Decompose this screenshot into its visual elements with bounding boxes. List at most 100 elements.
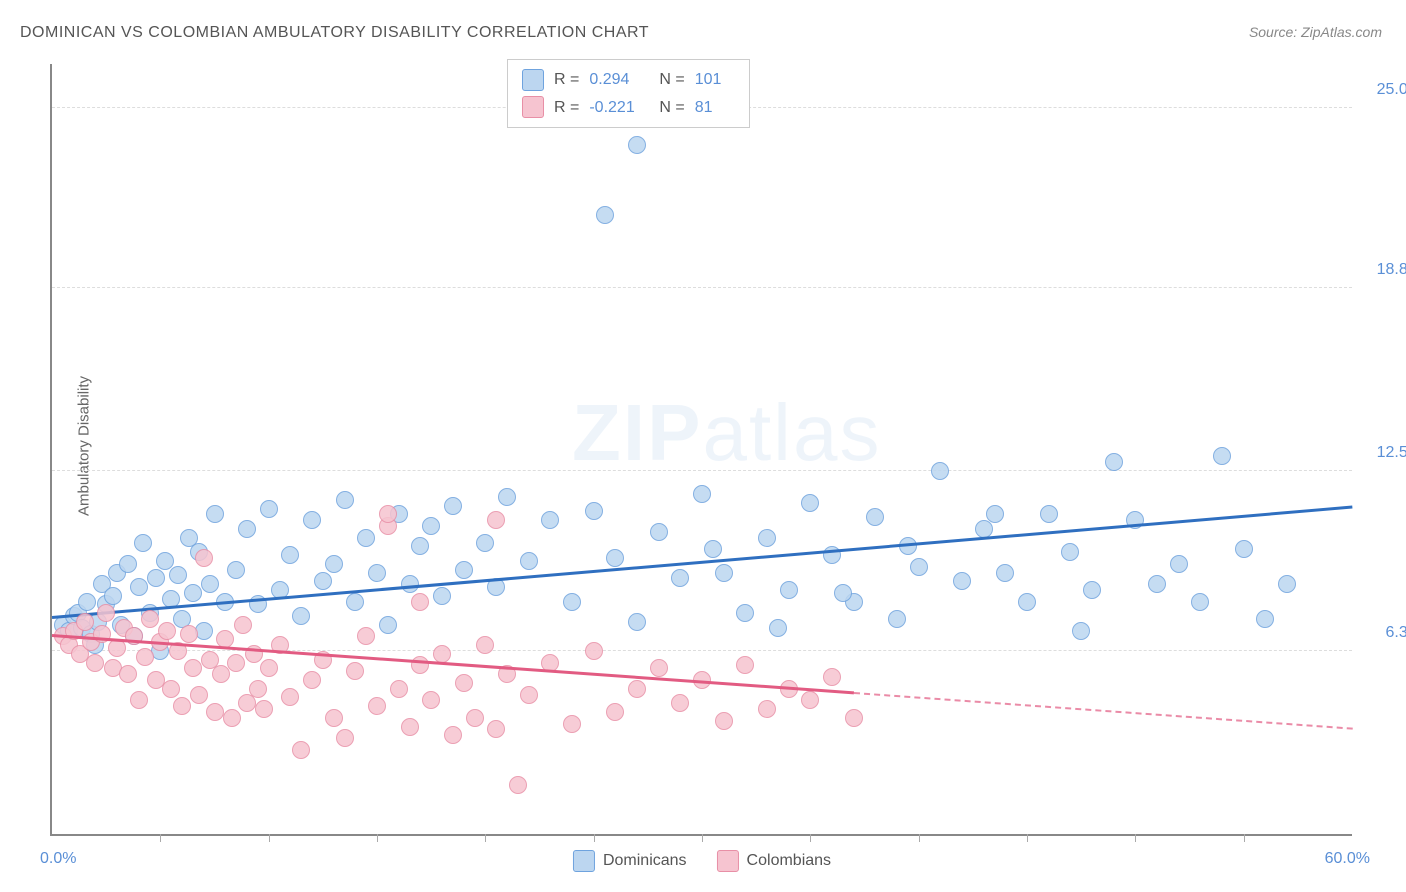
scatter-point-dominicans — [1072, 622, 1090, 640]
stat-r-value-colombians: -0.221 — [589, 94, 649, 121]
scatter-point-colombians — [195, 549, 213, 567]
stat-r-label: R = — [554, 66, 579, 93]
x-min-label: 0.0% — [40, 850, 76, 868]
scatter-point-colombians — [108, 639, 126, 657]
scatter-point-colombians — [130, 691, 148, 709]
scatter-point-dominicans — [336, 491, 354, 509]
scatter-point-dominicans — [368, 564, 386, 582]
x-tick-mark — [269, 834, 270, 842]
scatter-point-dominicans — [888, 610, 906, 628]
scatter-point-colombians — [119, 665, 137, 683]
scatter-point-colombians — [234, 616, 252, 634]
source-label: Source: ZipAtlas.com — [1249, 24, 1382, 40]
scatter-point-dominicans — [325, 555, 343, 573]
scatter-point-dominicans — [379, 616, 397, 634]
watermark: ZIPatlas — [572, 387, 881, 479]
scatter-point-dominicans — [104, 587, 122, 605]
scatter-point-dominicans — [169, 566, 187, 584]
series-legend-item-colombians: Colombians — [717, 850, 831, 872]
trend-line-colombians — [854, 692, 1352, 730]
scatter-point-dominicans — [1191, 593, 1209, 611]
scatter-point-dominicans — [693, 485, 711, 503]
series-legend-item-dominicans: Dominicans — [573, 850, 687, 872]
scatter-point-colombians — [736, 656, 754, 674]
scatter-point-dominicans — [444, 497, 462, 515]
scatter-point-colombians — [325, 709, 343, 727]
scatter-point-colombians — [509, 776, 527, 794]
stat-n-value-colombians: 81 — [695, 94, 735, 121]
scatter-point-colombians — [162, 680, 180, 698]
scatter-point-dominicans — [866, 508, 884, 526]
y-tick-label: 12.5% — [1362, 444, 1406, 462]
scatter-point-colombians — [249, 680, 267, 698]
x-tick-mark — [702, 834, 703, 842]
scatter-point-dominicans — [1148, 575, 1166, 593]
scatter-point-dominicans — [563, 593, 581, 611]
x-tick-mark — [485, 834, 486, 842]
scatter-point-dominicans — [422, 517, 440, 535]
gridline-h — [52, 470, 1352, 471]
stat-n-value-dominicans: 101 — [695, 66, 735, 93]
scatter-point-dominicans — [292, 607, 310, 625]
scatter-point-colombians — [141, 610, 159, 628]
x-tick-mark — [1135, 834, 1136, 842]
y-tick-label: 18.8% — [1362, 261, 1406, 279]
scatter-point-dominicans — [201, 575, 219, 593]
scatter-point-dominicans — [704, 540, 722, 558]
x-tick-mark — [594, 834, 595, 842]
stat-r-label: R = — [554, 94, 579, 121]
scatter-point-colombians — [411, 593, 429, 611]
scatter-point-colombians — [336, 729, 354, 747]
scatter-point-dominicans — [260, 500, 278, 518]
scatter-point-dominicans — [147, 569, 165, 587]
scatter-point-dominicans — [433, 587, 451, 605]
scatter-point-colombians — [671, 694, 689, 712]
scatter-point-colombians — [303, 671, 321, 689]
scatter-point-dominicans — [1256, 610, 1274, 628]
scatter-point-dominicans — [780, 581, 798, 599]
scatter-point-dominicans — [650, 523, 668, 541]
watermark-light: atlas — [702, 388, 881, 477]
scatter-point-dominicans — [281, 546, 299, 564]
scatter-point-colombians — [628, 680, 646, 698]
scatter-point-colombians — [845, 709, 863, 727]
scatter-point-dominicans — [801, 494, 819, 512]
scatter-point-colombians — [520, 686, 538, 704]
scatter-point-colombians — [227, 654, 245, 672]
scatter-point-dominicans — [986, 505, 1004, 523]
scatter-point-dominicans — [910, 558, 928, 576]
scatter-point-colombians — [136, 648, 154, 666]
watermark-bold: ZIP — [572, 388, 702, 477]
scatter-point-dominicans — [606, 549, 624, 567]
scatter-point-dominicans — [596, 206, 614, 224]
scatter-point-dominicans — [1083, 581, 1101, 599]
x-tick-mark — [1244, 834, 1245, 842]
stats-legend: R =0.294N =101R =-0.221N =81 — [507, 59, 750, 127]
scatter-point-colombians — [422, 691, 440, 709]
scatter-point-colombians — [758, 700, 776, 718]
scatter-point-colombians — [173, 697, 191, 715]
scatter-point-dominicans — [184, 584, 202, 602]
scatter-point-dominicans — [758, 529, 776, 547]
scatter-point-dominicans — [1040, 505, 1058, 523]
scatter-point-colombians — [466, 709, 484, 727]
scatter-point-colombians — [455, 674, 473, 692]
scatter-point-dominicans — [736, 604, 754, 622]
series-legend: Dominicans Colombians — [573, 850, 831, 872]
scatter-point-colombians — [190, 686, 208, 704]
scatter-point-colombians — [585, 642, 603, 660]
stat-n-label: N = — [659, 94, 684, 121]
scatter-point-dominicans — [996, 564, 1014, 582]
scatter-point-colombians — [444, 726, 462, 744]
scatter-point-dominicans — [1018, 593, 1036, 611]
series-legend-label-dominicans: Dominicans — [603, 852, 687, 870]
scatter-point-colombians — [368, 697, 386, 715]
scatter-point-colombians — [563, 715, 581, 733]
x-tick-mark — [1027, 834, 1028, 842]
scatter-point-dominicans — [476, 534, 494, 552]
scatter-point-dominicans — [357, 529, 375, 547]
stat-r-value-dominicans: 0.294 — [589, 66, 649, 93]
scatter-point-dominicans — [931, 462, 949, 480]
scatter-point-colombians — [223, 709, 241, 727]
scatter-point-colombians — [255, 700, 273, 718]
